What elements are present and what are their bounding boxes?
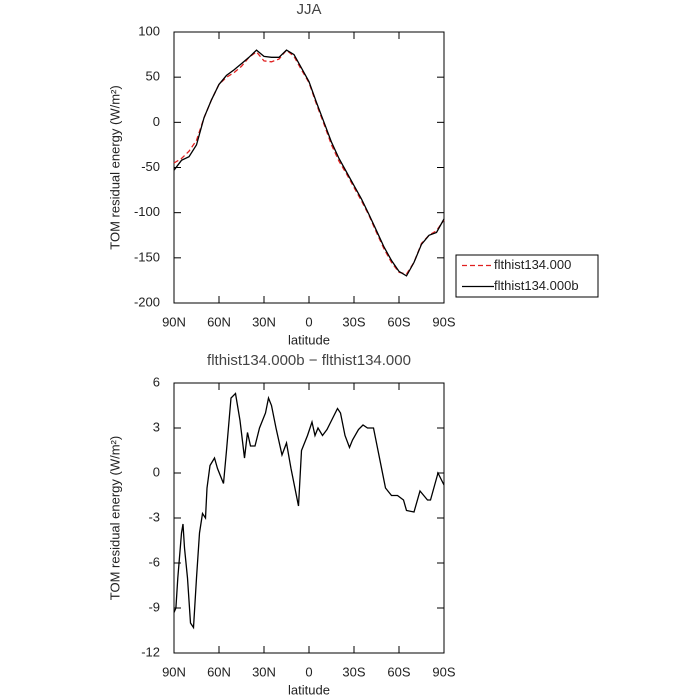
x-axis-label: latitude bbox=[288, 332, 330, 347]
y-tick-label: 0 bbox=[153, 464, 160, 479]
data-line bbox=[173, 392, 445, 630]
x-tick-label: 30N bbox=[252, 314, 276, 329]
y-tick-label: -50 bbox=[141, 159, 160, 174]
plot-frame bbox=[173, 382, 445, 654]
x-tick-label: 30S bbox=[342, 314, 365, 329]
x-tick-label: 0 bbox=[305, 664, 312, 679]
y-tick-label: -9 bbox=[148, 599, 160, 614]
data-line bbox=[173, 49, 445, 277]
legend-label: flthist134.000 bbox=[494, 257, 571, 272]
x-tick-label: 30S bbox=[342, 664, 365, 679]
legend-label: flthist134.000b bbox=[494, 278, 579, 293]
x-tick-label: 30N bbox=[252, 664, 276, 679]
y-tick-label: 50 bbox=[146, 69, 160, 84]
y-axis-label: TOM residual energy (W/m²) bbox=[107, 85, 122, 249]
x-tick-label: 60N bbox=[207, 664, 231, 679]
y-tick-label: 6 bbox=[153, 374, 160, 389]
x-tick-label: 90N bbox=[162, 314, 186, 329]
chart-title: JJA bbox=[296, 1, 321, 18]
legend-box bbox=[455, 254, 599, 298]
x-tick-label: 60S bbox=[387, 314, 410, 329]
data-line bbox=[173, 49, 445, 275]
x-tick-label: 60N bbox=[207, 314, 231, 329]
y-tick-label: 3 bbox=[153, 419, 160, 434]
x-axis-label: latitude bbox=[288, 682, 330, 697]
y-tick-label: -12 bbox=[141, 644, 160, 659]
x-tick-label: 60S bbox=[387, 664, 410, 679]
x-tick-label: 90N bbox=[162, 664, 186, 679]
y-tick-label: 100 bbox=[138, 23, 160, 38]
y-tick-label: -150 bbox=[134, 249, 160, 264]
x-tick-label: 0 bbox=[305, 314, 312, 329]
y-tick-label: -200 bbox=[134, 294, 160, 309]
y-tick-label: 0 bbox=[153, 114, 160, 129]
y-axis-label: TOM residual energy (W/m²) bbox=[107, 436, 122, 600]
x-tick-label: 90S bbox=[432, 314, 455, 329]
chart-title: flthist134.000b − flthist134.000 bbox=[207, 352, 411, 369]
y-tick-label: -3 bbox=[148, 509, 160, 524]
y-tick-label: -100 bbox=[134, 204, 160, 219]
x-tick-label: 90S bbox=[432, 664, 455, 679]
y-tick-label: -6 bbox=[148, 554, 160, 569]
plot-frame bbox=[173, 31, 445, 304]
